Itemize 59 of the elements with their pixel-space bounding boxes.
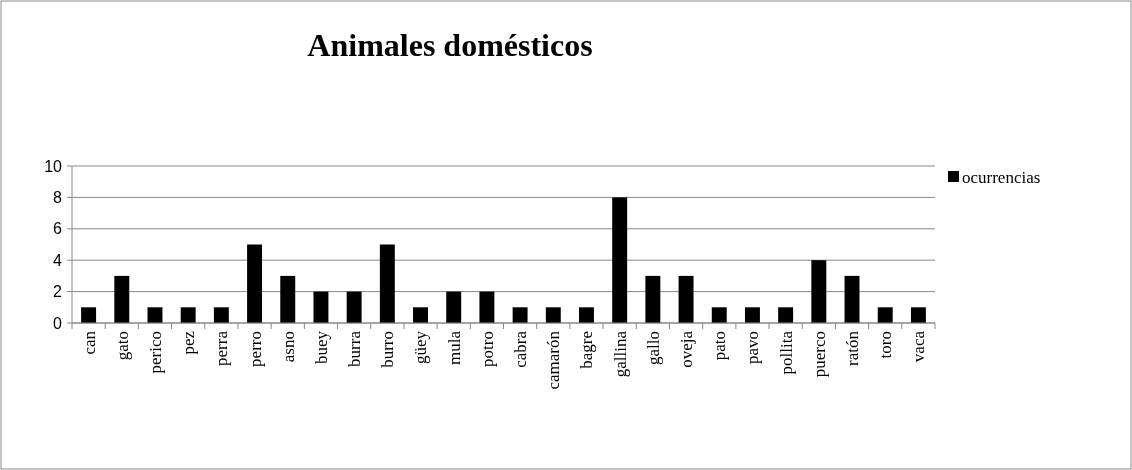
bar bbox=[811, 260, 827, 323]
x-tick-label: puerco bbox=[809, 331, 829, 378]
bar bbox=[379, 244, 395, 323]
bar bbox=[910, 307, 926, 323]
bar bbox=[778, 307, 794, 323]
x-tick-label: buey bbox=[311, 330, 331, 365]
x-tick-label: pez bbox=[179, 330, 199, 355]
bar bbox=[645, 275, 661, 323]
bar bbox=[213, 307, 229, 323]
bar bbox=[280, 275, 296, 323]
bar bbox=[711, 307, 727, 323]
x-tick-label: perro bbox=[245, 331, 265, 367]
x-tick-label: asno bbox=[278, 331, 298, 363]
x-tick-label: oveja bbox=[677, 330, 697, 368]
x-tick-label: vaca bbox=[909, 330, 929, 363]
bar bbox=[479, 291, 495, 323]
bar bbox=[877, 307, 893, 323]
x-tick-label: cabra bbox=[511, 330, 531, 368]
bar bbox=[81, 307, 97, 323]
bar bbox=[612, 197, 628, 323]
x-tick-label: gato bbox=[112, 331, 132, 361]
x-tick-label: can bbox=[79, 330, 99, 355]
x-tick-label: gallina bbox=[610, 330, 630, 378]
x-tick-label: gallo bbox=[643, 331, 663, 365]
x-tick-label: camarón bbox=[544, 330, 564, 390]
x-tick-label: pato bbox=[710, 331, 730, 361]
bar bbox=[545, 307, 561, 323]
bar bbox=[446, 291, 462, 323]
x-tick-label: pollita bbox=[776, 330, 796, 375]
y-tick-label: 6 bbox=[53, 220, 63, 238]
x-tick-label: pavo bbox=[743, 331, 763, 365]
x-tick-label: bagre bbox=[577, 331, 597, 369]
x-tick-label: burro bbox=[378, 331, 398, 368]
x-tick-label: güey bbox=[411, 330, 431, 365]
x-tick-label: perico bbox=[145, 331, 165, 374]
bar bbox=[512, 307, 528, 323]
chart-title: Animales domésticos bbox=[307, 27, 593, 63]
bar bbox=[744, 307, 760, 323]
bar bbox=[114, 275, 130, 323]
bar bbox=[180, 307, 196, 323]
legend-label: ocurrencias bbox=[962, 167, 1041, 187]
bar bbox=[247, 244, 263, 323]
y-tick-label: 2 bbox=[53, 283, 63, 301]
x-tick-label: burra bbox=[345, 330, 365, 367]
bar bbox=[579, 307, 594, 323]
y-tick-label: 10 bbox=[44, 157, 63, 175]
bar bbox=[346, 291, 362, 323]
x-tick-label: perra bbox=[212, 330, 232, 366]
bar bbox=[678, 275, 694, 323]
bar bbox=[413, 307, 428, 323]
y-tick-label: 4 bbox=[53, 251, 63, 269]
bar bbox=[313, 291, 329, 323]
x-tick-label: toro bbox=[876, 331, 896, 359]
x-tick-label: mula bbox=[444, 330, 464, 365]
y-tick-label: 8 bbox=[53, 189, 63, 206]
x-tick-label: potro bbox=[477, 331, 497, 367]
y-tick-label: 0 bbox=[53, 314, 63, 332]
x-tick-label: ratón bbox=[842, 330, 862, 366]
bar bbox=[844, 275, 860, 323]
